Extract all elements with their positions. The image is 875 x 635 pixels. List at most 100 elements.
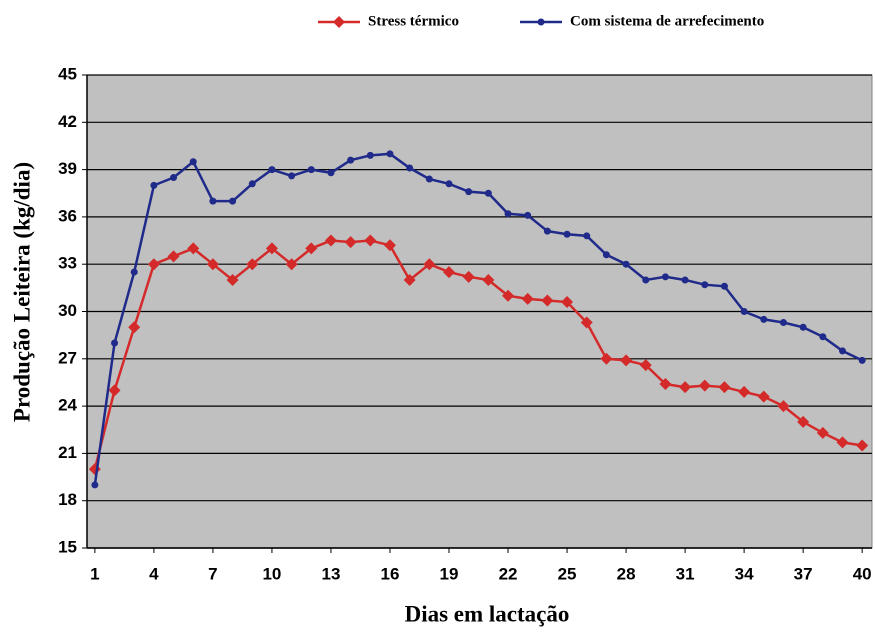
y-tick-label: 27	[58, 348, 77, 367]
marker	[386, 150, 394, 158]
marker	[797, 415, 810, 428]
marker	[502, 289, 515, 302]
marker	[130, 268, 138, 276]
marker	[268, 166, 276, 174]
marker	[541, 294, 554, 307]
series-line	[93, 152, 863, 486]
marker	[816, 426, 829, 439]
x-tick-label: 1	[90, 564, 99, 583]
marker	[187, 242, 200, 255]
marker	[760, 315, 768, 323]
marker	[333, 16, 345, 28]
marker	[701, 281, 709, 289]
marker	[484, 189, 492, 197]
marker	[327, 169, 335, 177]
marker	[324, 234, 337, 247]
marker	[305, 242, 318, 255]
x-tick-label: 25	[558, 564, 577, 583]
y-tick-label: 39	[58, 159, 77, 178]
marker	[150, 181, 158, 189]
marker	[366, 151, 374, 159]
marker	[661, 273, 669, 281]
marker	[602, 251, 610, 259]
x-axis-title: Dias em lactação	[405, 601, 570, 626]
marker	[563, 230, 571, 238]
x-tick-label: 19	[440, 564, 459, 583]
marker	[620, 354, 633, 367]
x-tick-label: 7	[208, 564, 217, 583]
x-tick-label: 16	[381, 564, 400, 583]
x-tick-label: 34	[735, 564, 754, 583]
marker	[659, 378, 672, 391]
marker	[307, 166, 315, 174]
marker	[246, 258, 259, 271]
marker	[189, 158, 197, 166]
marker	[288, 172, 296, 180]
marker	[462, 270, 475, 283]
marker	[445, 180, 453, 188]
marker	[740, 308, 748, 315]
marker	[681, 276, 689, 284]
marker	[537, 18, 545, 26]
y-tick-label: 18	[58, 490, 77, 509]
y-tick-label: 15	[58, 537, 77, 556]
marker	[108, 384, 121, 397]
marker	[543, 227, 551, 235]
marker	[364, 234, 377, 247]
marker	[226, 273, 239, 286]
marker	[229, 197, 237, 205]
y-axis-title: Produção Leiteira (kg/dia)	[9, 162, 34, 422]
marker	[344, 236, 357, 249]
marker	[622, 260, 630, 268]
marker	[757, 390, 770, 403]
y-tick-label: 42	[58, 112, 77, 131]
y-tick-label: 30	[58, 301, 77, 320]
series-line	[93, 239, 863, 470]
marker	[209, 197, 217, 205]
marker	[600, 352, 613, 365]
marker	[91, 481, 99, 489]
x-tick-label: 37	[794, 564, 813, 583]
marker	[406, 164, 414, 172]
x-tick-label: 40	[853, 564, 872, 583]
marker	[465, 188, 473, 196]
marker	[265, 242, 278, 255]
marker	[423, 258, 436, 271]
marker	[111, 339, 119, 347]
marker	[779, 319, 787, 327]
marker	[642, 276, 650, 284]
marker	[425, 175, 433, 183]
marker	[838, 347, 846, 355]
marker	[170, 173, 178, 181]
marker	[777, 400, 790, 413]
marker	[679, 381, 692, 394]
marker	[521, 292, 534, 305]
x-tick-label: 10	[262, 564, 281, 583]
marker	[285, 258, 298, 271]
x-tick-label: 22	[499, 564, 518, 583]
y-tick-label: 36	[58, 206, 77, 225]
marker	[718, 381, 731, 394]
marker	[347, 156, 355, 164]
marker	[856, 439, 869, 452]
marker	[482, 273, 495, 286]
marker	[639, 359, 652, 372]
x-tick-label: 31	[676, 564, 695, 583]
marker	[248, 180, 256, 188]
x-tick-label: 28	[617, 564, 636, 583]
legend-label: Com sistema de arrefecimento	[570, 13, 764, 29]
marker	[504, 210, 512, 218]
marker	[858, 356, 866, 364]
y-tick-label: 24	[58, 396, 77, 415]
marker	[561, 296, 574, 309]
legend-label: Stress térmico	[368, 13, 459, 29]
marker	[698, 379, 711, 392]
y-tick-label: 33	[58, 254, 77, 273]
marker	[167, 250, 180, 263]
y-tick-label: 21	[58, 443, 77, 462]
marker	[128, 321, 141, 334]
marker	[836, 436, 849, 449]
x-tick-label: 13	[321, 564, 340, 583]
